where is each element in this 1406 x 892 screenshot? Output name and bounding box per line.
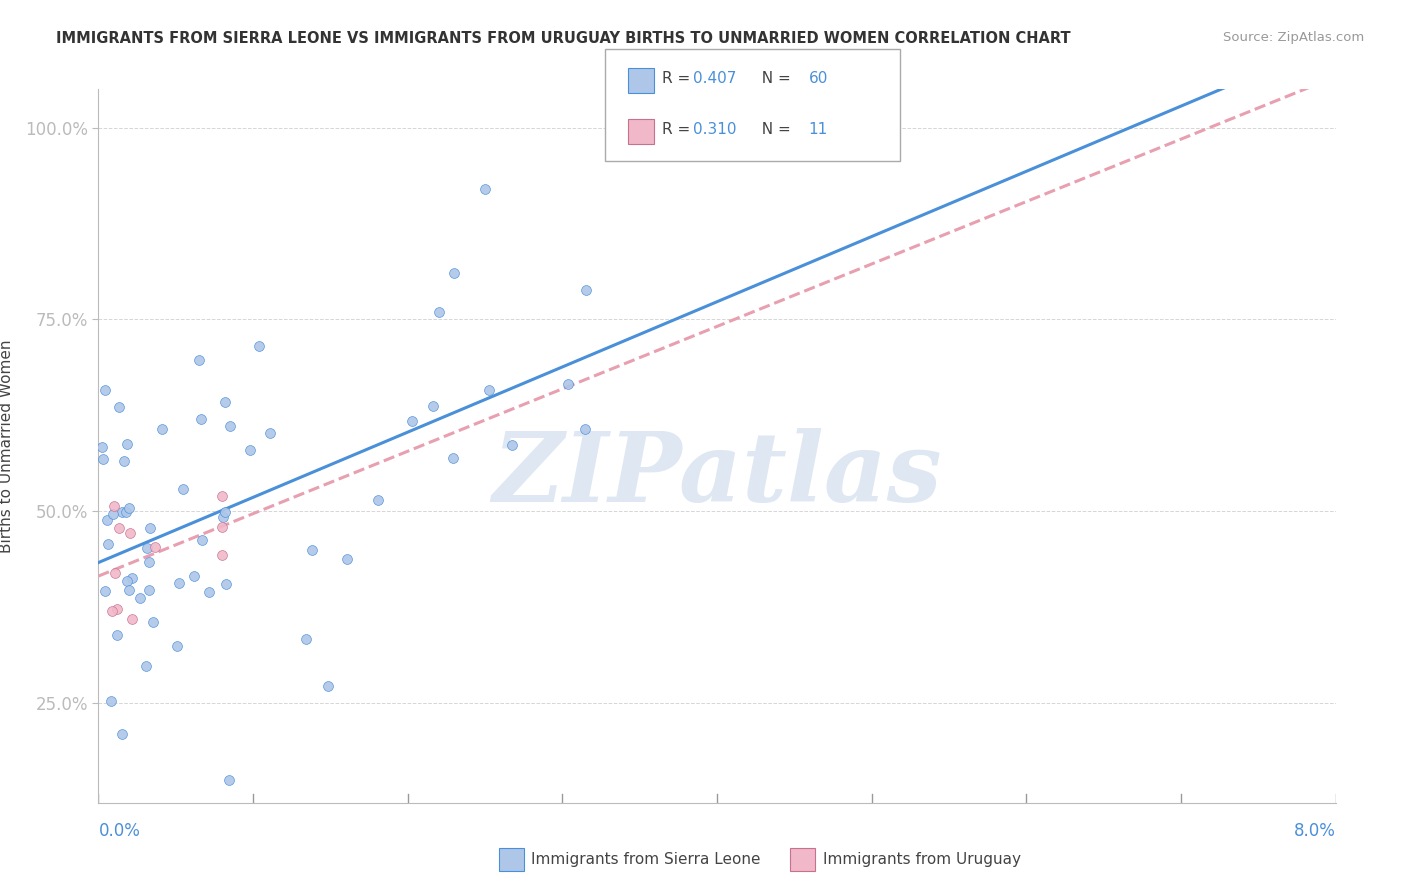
Point [183, 569, 205, 583]
Point [94, 583, 117, 598]
Point [150, 422, 173, 436]
Text: N =: N = [752, 71, 796, 86]
Point [211, 520, 233, 534]
Point [100, 694, 122, 708]
Point [167, 576, 190, 591]
Point [121, 612, 143, 626]
Point [422, 399, 444, 413]
Point [120, 525, 142, 540]
Point [118, 500, 141, 515]
Point [166, 639, 188, 653]
Point [443, 266, 465, 280]
Point [91, 451, 114, 466]
Point [197, 585, 219, 599]
Point [401, 413, 423, 427]
Point [172, 483, 194, 497]
Point [474, 182, 496, 196]
Text: 0.407: 0.407 [693, 71, 737, 86]
Point [135, 541, 157, 555]
Point [247, 339, 270, 353]
Text: Immigrants from Sierra Leone: Immigrants from Sierra Leone [531, 853, 761, 867]
Point [190, 412, 212, 426]
Text: ZIPatlas: ZIPatlas [492, 427, 942, 522]
Point [427, 304, 450, 318]
Point [111, 727, 134, 741]
Point [142, 615, 165, 629]
Point [135, 658, 157, 673]
Point [295, 632, 318, 646]
Point [215, 576, 238, 591]
Text: R =: R = [662, 122, 696, 136]
Point [219, 418, 242, 433]
Text: Immigrants from Uruguay: Immigrants from Uruguay [823, 853, 1021, 867]
Text: Source: ZipAtlas.com: Source: ZipAtlas.com [1223, 31, 1364, 45]
Point [214, 394, 236, 409]
Point [218, 772, 240, 787]
Point [115, 437, 138, 451]
Point [301, 543, 323, 558]
Point [101, 507, 124, 521]
Point [105, 628, 128, 642]
Point [105, 602, 128, 616]
Text: 0.310: 0.310 [693, 122, 737, 136]
Point [575, 283, 598, 297]
Point [118, 583, 141, 598]
Point [478, 383, 501, 397]
Point [115, 505, 138, 519]
Point [139, 521, 162, 535]
Text: 11: 11 [808, 122, 828, 136]
Text: 0.0%: 0.0% [98, 822, 141, 840]
Text: IMMIGRANTS FROM SIERRA LEONE VS IMMIGRANTS FROM URUGUAY BIRTHS TO UNMARRIED WOME: IMMIGRANTS FROM SIERRA LEONE VS IMMIGRAN… [56, 31, 1071, 46]
Y-axis label: Births to Unmarried Women: Births to Unmarried Women [0, 339, 14, 553]
Point [318, 679, 340, 693]
Text: 8.0%: 8.0% [1294, 822, 1336, 840]
Point [115, 574, 138, 589]
Point [121, 571, 143, 585]
Point [441, 451, 464, 466]
Point [108, 400, 131, 414]
Point [111, 505, 134, 519]
Point [143, 540, 166, 554]
Point [214, 505, 236, 519]
Point [101, 604, 124, 618]
Point [211, 489, 233, 503]
Point [138, 582, 160, 597]
Point [367, 493, 389, 508]
Point [501, 437, 523, 451]
Point [114, 454, 136, 468]
Point [138, 555, 160, 569]
Point [191, 533, 214, 548]
Point [90, 440, 112, 454]
Point [336, 551, 359, 566]
Point [103, 499, 125, 513]
Point [96, 513, 118, 527]
Text: R =: R = [662, 71, 696, 86]
Point [574, 422, 596, 436]
Point [211, 548, 233, 562]
Point [557, 377, 579, 392]
Point [108, 521, 131, 535]
Point [187, 353, 209, 368]
Point [129, 591, 152, 605]
Point [94, 383, 117, 397]
Text: N =: N = [752, 122, 796, 136]
Text: 60: 60 [808, 71, 828, 86]
Point [97, 537, 120, 551]
Point [259, 425, 281, 440]
Point [212, 510, 235, 524]
Point [239, 443, 262, 458]
Point [104, 566, 127, 580]
